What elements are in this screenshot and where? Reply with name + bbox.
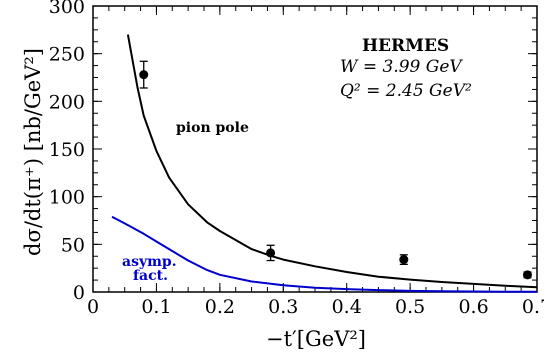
y-tick-label: 250 <box>49 44 85 66</box>
y-tick-label: 100 <box>49 187 85 209</box>
x-tick-label: 0.7 <box>522 296 544 318</box>
q2-value-label: Q² = 2.45 GeV² <box>340 81 472 101</box>
data-point <box>399 255 409 265</box>
pion-pole-curve <box>126 34 538 289</box>
y-tick-label: 200 <box>49 91 85 113</box>
w-value-label: W = 3.99 GeV <box>340 57 463 77</box>
y-tick-label: 50 <box>61 234 85 256</box>
data-point <box>139 70 149 80</box>
y-tick-label: 0 <box>73 282 85 304</box>
asymptotic-factorization-curve <box>111 215 538 293</box>
x-tick-label: 0 <box>87 296 99 318</box>
x-tick-label: 0.6 <box>458 296 488 318</box>
asymp-label-line2: fact. <box>133 268 168 284</box>
x-axis-title: −t′[GeV²] <box>266 327 366 351</box>
x-tick-label: 0.4 <box>332 296 362 318</box>
y-axis-title: dσ/dt(π⁺) [nb/GeV²] <box>21 48 45 256</box>
x-tick-label: 0.1 <box>141 296 171 318</box>
y-tick-label: 300 <box>49 0 85 18</box>
plot-frame <box>92 5 538 293</box>
x-tick-label: 0.3 <box>268 296 298 318</box>
y-tick-label: 150 <box>49 139 85 161</box>
x-tick-label: 0.5 <box>395 296 425 318</box>
asymp-label-line1: asymp. <box>122 254 177 270</box>
data-point <box>522 270 532 280</box>
experiment-label: HERMES <box>362 36 449 56</box>
pion-pole-label: pion pole <box>176 120 249 136</box>
data-point <box>266 248 276 258</box>
x-tick-label: 0.2 <box>205 296 235 318</box>
